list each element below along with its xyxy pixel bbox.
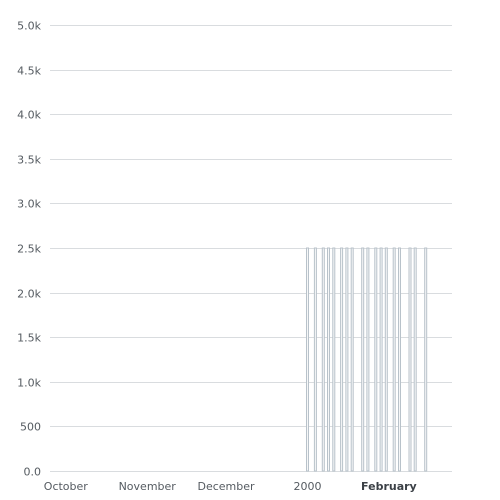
y-tick-label: 500 <box>20 421 41 434</box>
y-axis-ticks: 0.0 500 1.0k 1.5k 2.0k 2.5k 3.0k 3.5k 4.0k 4.5k 5.… <box>17 20 41 479</box>
y-tick-label: 3.5k <box>17 154 41 167</box>
bar[interactable] <box>332 247 336 472</box>
bar[interactable] <box>408 247 412 472</box>
y-tick-label: 1.0k <box>17 377 41 390</box>
bar[interactable] <box>340 247 344 472</box>
x-tick-label: February <box>361 480 417 493</box>
bar[interactable] <box>306 247 309 472</box>
bar[interactable] <box>384 247 388 472</box>
bar[interactable] <box>366 247 370 472</box>
bar[interactable] <box>313 247 317 472</box>
y-tick-label: 0.0 <box>24 466 42 479</box>
y-tick-label: 2.5k <box>17 243 41 256</box>
y-tick-label: 2.0k <box>17 288 41 301</box>
y-tick-label: 5.0k <box>17 20 41 33</box>
x-tick-label: December <box>197 480 255 493</box>
bar[interactable] <box>350 247 354 472</box>
x-tick-label: October <box>44 480 88 493</box>
bar[interactable] <box>345 247 349 472</box>
bar[interactable] <box>361 247 365 472</box>
bar[interactable] <box>392 247 396 472</box>
y-tick-label: 3.0k <box>17 198 41 211</box>
bar[interactable] <box>321 247 325 472</box>
x-tick-label: November <box>119 480 177 493</box>
gridlines <box>50 25 452 472</box>
y-tick-label: 1.5k <box>17 332 41 345</box>
bars <box>306 247 428 472</box>
x-tick-label: 2000 <box>294 480 322 493</box>
bar[interactable] <box>374 247 378 472</box>
bar[interactable] <box>379 247 383 472</box>
bar[interactable] <box>424 247 428 472</box>
y-tick-label: 4.5k <box>17 65 41 78</box>
y-tick-label: 4.0k <box>17 109 41 122</box>
bar[interactable] <box>327 247 330 472</box>
x-axis-ticks: October November December 2000 February <box>44 480 417 493</box>
bar[interactable] <box>398 247 401 472</box>
bar[interactable] <box>413 247 417 472</box>
